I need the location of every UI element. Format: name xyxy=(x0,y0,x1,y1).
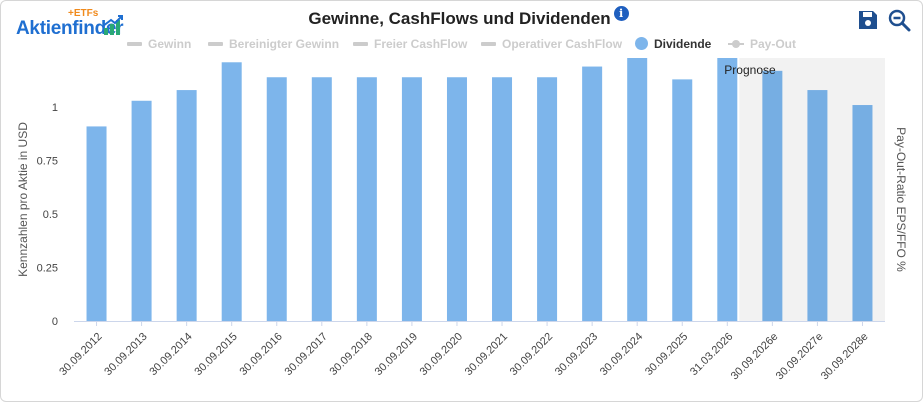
y-tick-label: 0.5 xyxy=(43,209,58,221)
logo-wordmark: Aktienfinder xyxy=(16,18,124,39)
legend-bar-swatch-icon xyxy=(127,41,142,46)
x-tick-label: 30.09.2024 xyxy=(598,331,645,378)
dividend-bar[interactable] xyxy=(807,90,828,321)
dividend-bar[interactable] xyxy=(492,77,513,322)
legend-bar-swatch-icon xyxy=(208,41,223,46)
x-tick-label: 30.09.2016 xyxy=(237,331,284,378)
dividend-bar[interactable] xyxy=(401,77,422,322)
legend-operativer-cashflow[interactable]: Operativer CashFlow xyxy=(481,37,622,51)
aktienfinder-logo[interactable]: Aktienfinder +ETFs xyxy=(16,8,126,40)
dividend-bar[interactable] xyxy=(176,90,197,321)
y-axis-title-right: Pay-Out-Ratio EPS/FFO % xyxy=(894,127,908,272)
chart-title: Gewinne, CashFlows und Dividenden xyxy=(308,9,611,28)
dividend-bar[interactable] xyxy=(717,58,738,321)
legend-bar-swatch-icon xyxy=(481,41,496,46)
legend-label: Pay-Out xyxy=(750,37,797,51)
legend-label: Dividende xyxy=(654,37,712,51)
x-tick-label: 30.09.2012 xyxy=(57,331,104,378)
y-tick-label: 1 xyxy=(52,102,58,114)
dividend-bar[interactable] xyxy=(672,79,693,321)
x-tick-label: 30.09.2021 xyxy=(463,331,510,378)
chart-legend: Gewinn Bereinigter Gewinn Freier CashFlo… xyxy=(0,37,923,53)
x-tick-label: 30.09.2025 xyxy=(643,331,690,378)
legend-dividende[interactable]: Dividende xyxy=(635,37,711,51)
logo-etfs-badge: +ETFs xyxy=(68,8,99,19)
x-tick-label: 30.09.2019 xyxy=(373,331,420,378)
dividend-bar[interactable] xyxy=(86,126,107,322)
legend-label: Operativer CashFlow xyxy=(502,37,623,51)
info-icon[interactable]: i xyxy=(613,6,629,21)
dividend-bar[interactable] xyxy=(762,70,783,321)
legend-bereinigter-gewinn[interactable]: Bereinigter Gewinn xyxy=(208,37,339,51)
legend-dot-swatch-icon xyxy=(635,37,648,51)
dividend-bar[interactable] xyxy=(131,100,152,322)
y-tick-label: 0.75 xyxy=(37,156,58,168)
dividend-bar[interactable] xyxy=(446,77,467,322)
x-tick-label: 30.09.2028e xyxy=(819,331,871,383)
save-icon[interactable] xyxy=(856,8,880,32)
x-tick-label: 30.09.2017 xyxy=(283,331,330,378)
x-tick-label: 30.09.2015 xyxy=(192,331,239,378)
dividend-bar[interactable] xyxy=(627,58,648,321)
legend-freier-cashflow[interactable]: Freier CashFlow xyxy=(353,37,467,51)
x-tick-label: 30.09.2027e xyxy=(774,331,826,383)
x-tick-label: 30.09.2022 xyxy=(508,331,555,378)
x-tick-label: 30.09.2023 xyxy=(553,331,600,378)
legend-label: Freier CashFlow xyxy=(374,37,468,51)
forecast-label: Prognose xyxy=(724,63,776,77)
x-tick-label: 30.09.2020 xyxy=(418,331,465,378)
y-tick-label: 0.25 xyxy=(37,263,58,275)
legend-label: Gewinn xyxy=(148,37,192,51)
legend-gewinn[interactable]: Gewinn xyxy=(127,37,191,51)
x-tick-label: 31.03.2026 xyxy=(688,331,735,378)
y-axis-title-left: Kennzahlen pro Aktie in USD xyxy=(16,122,30,277)
dividend-bar[interactable] xyxy=(537,77,558,322)
zoom-out-icon[interactable] xyxy=(887,8,911,32)
dividend-bar[interactable] xyxy=(311,77,332,322)
dividend-bar[interactable] xyxy=(221,62,242,321)
dividend-bar[interactable] xyxy=(356,77,377,322)
dividend-bar[interactable] xyxy=(852,105,873,321)
dividend-bar[interactable] xyxy=(266,77,287,322)
x-tick-label: 30.09.2014 xyxy=(147,331,194,378)
dividend-bar[interactable] xyxy=(582,66,603,321)
x-tick-label: 30.09.2018 xyxy=(328,331,375,378)
legend-bar-swatch-icon xyxy=(353,41,368,46)
legend-line-swatch-icon xyxy=(728,39,744,48)
x-tick-label: 30.09.2013 xyxy=(102,331,149,378)
legend-label: Bereinigter Gewinn xyxy=(229,37,340,51)
y-tick-label: 0 xyxy=(52,316,58,328)
logo-chart-icon xyxy=(102,15,123,35)
chart-title-wrap: Gewinne, CashFlows und Dividenden i xyxy=(0,6,923,29)
x-tick-label: 30.09.2026e xyxy=(729,331,781,383)
legend-pay-out[interactable]: Pay-Out xyxy=(728,37,796,51)
